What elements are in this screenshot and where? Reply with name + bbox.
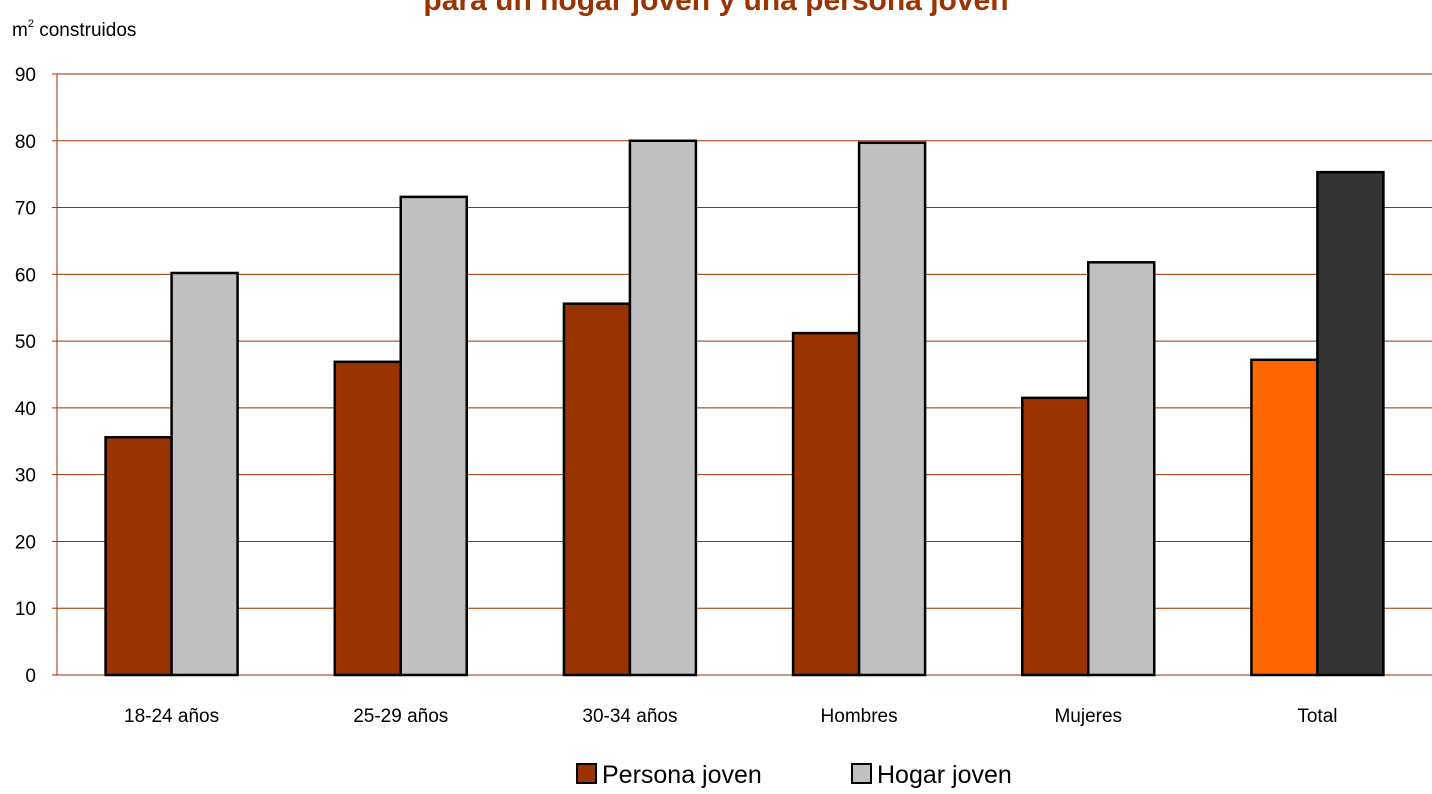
x-tick-label: 18-24 años <box>124 706 219 727</box>
x-tick-label: 25-29 años <box>353 706 448 727</box>
y-tick-label: 40 <box>15 399 36 420</box>
y-axis-label-unit: m <box>12 20 28 41</box>
bar <box>630 141 696 675</box>
y-tick-label: 0 <box>25 666 36 687</box>
bar <box>172 273 238 675</box>
bar <box>564 304 630 675</box>
bar <box>859 143 925 675</box>
y-tick-label: 30 <box>15 466 36 487</box>
bar <box>335 362 401 675</box>
chart-title: para un hogar joven y una persona joven <box>0 0 1432 18</box>
bar <box>1022 398 1088 675</box>
legend-label: Hogar joven <box>877 761 1012 789</box>
y-tick-label: 80 <box>15 132 36 153</box>
legend-swatch <box>577 764 596 783</box>
y-tick-label: 50 <box>15 332 36 353</box>
x-tick-label: Total <box>1297 706 1337 727</box>
legend-swatch <box>852 764 871 783</box>
y-tick-label: 20 <box>15 532 36 553</box>
bar <box>793 333 859 675</box>
y-tick-label: 60 <box>15 265 36 286</box>
bar <box>1088 262 1154 675</box>
y-tick-label: 70 <box>15 199 36 220</box>
legend-label: Persona joven <box>602 761 762 789</box>
x-tick-label: Mujeres <box>1054 706 1122 727</box>
x-tick-label: 30-34 años <box>582 706 677 727</box>
bar <box>1317 172 1383 675</box>
y-tick-label: 10 <box>15 599 36 620</box>
x-tick-label: Hombres <box>821 706 898 727</box>
bar <box>401 197 467 675</box>
y-tick-label: 90 <box>15 65 36 86</box>
bar <box>1251 360 1317 675</box>
y-axis-label-text: construidos <box>34 20 136 41</box>
y-axis-label: m2 construidos <box>12 18 136 42</box>
bar <box>106 437 172 675</box>
